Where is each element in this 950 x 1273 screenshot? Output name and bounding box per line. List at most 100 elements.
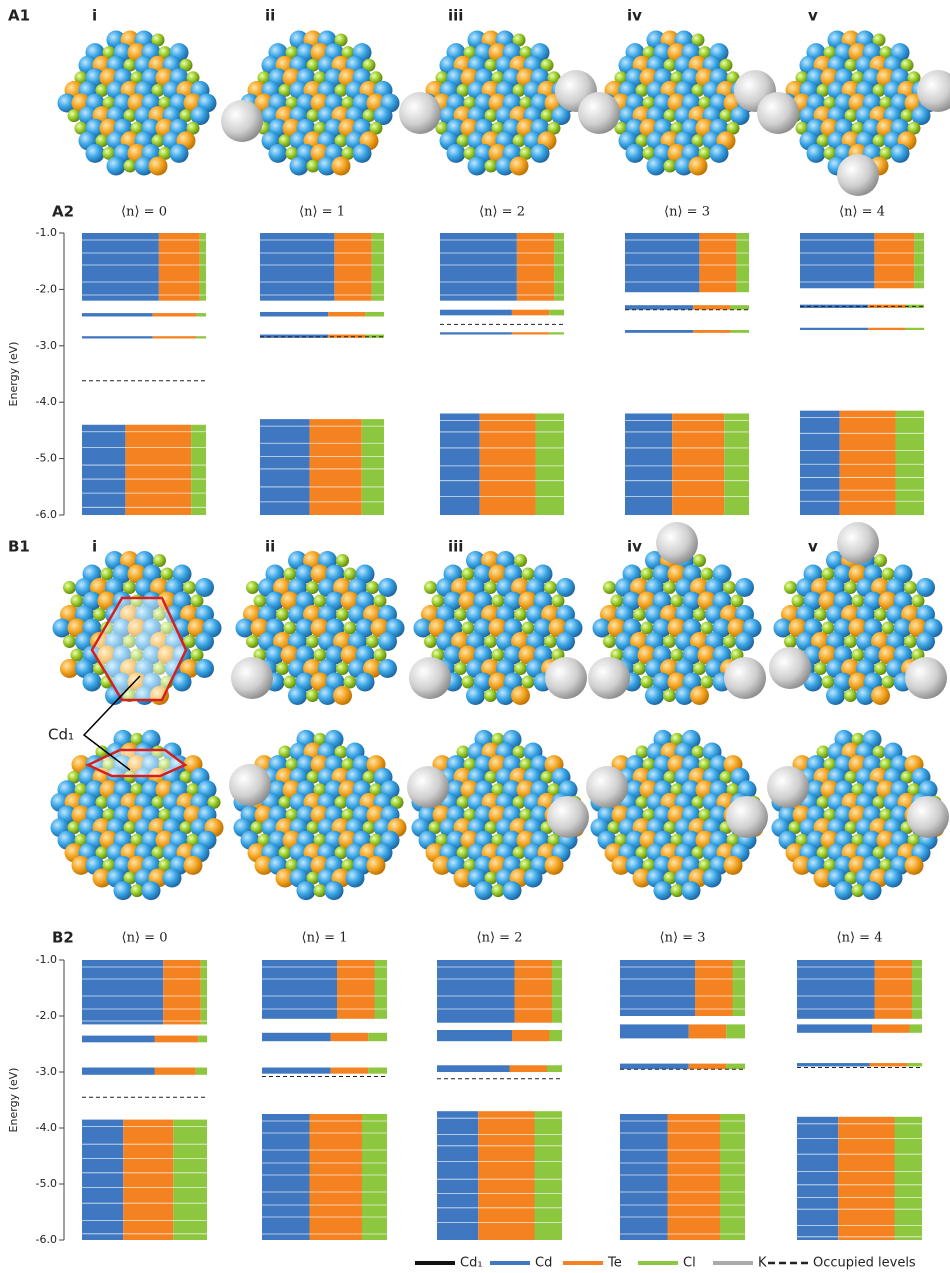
atom bbox=[186, 783, 200, 797]
atom bbox=[874, 554, 887, 567]
panel-title: ⟨n⟩ = 3 bbox=[660, 931, 706, 946]
y-tick-label: -3.0 bbox=[36, 339, 57, 352]
atom bbox=[435, 833, 449, 847]
nanocrystal bbox=[231, 551, 405, 705]
atom bbox=[195, 578, 214, 597]
atom bbox=[521, 567, 535, 581]
atom bbox=[726, 121, 740, 135]
atom bbox=[313, 648, 327, 662]
atom bbox=[105, 686, 124, 705]
atom bbox=[881, 621, 895, 635]
atom bbox=[313, 71, 327, 85]
atom bbox=[735, 578, 754, 597]
atom bbox=[153, 662, 166, 675]
atom bbox=[366, 855, 386, 875]
atom bbox=[93, 662, 106, 675]
atom bbox=[336, 554, 349, 567]
atom bbox=[461, 621, 475, 635]
atom bbox=[246, 581, 259, 594]
panel-title: ⟨n⟩ = 2 bbox=[477, 931, 523, 946]
composition-segment bbox=[869, 1063, 907, 1067]
atom bbox=[67, 821, 81, 835]
atom bbox=[816, 745, 830, 759]
atom bbox=[491, 648, 505, 662]
atom bbox=[158, 46, 172, 60]
atom bbox=[851, 833, 865, 847]
k-atom bbox=[724, 657, 766, 699]
panel-label: A1 bbox=[8, 7, 30, 25]
atom bbox=[821, 567, 835, 581]
k-atom bbox=[586, 766, 628, 808]
atom bbox=[881, 567, 895, 581]
atom bbox=[362, 770, 376, 784]
atom bbox=[813, 868, 833, 888]
atom bbox=[334, 33, 348, 47]
atom bbox=[343, 567, 357, 581]
atom bbox=[844, 58, 858, 72]
atom bbox=[851, 121, 865, 135]
atom bbox=[334, 745, 348, 759]
composition-segment bbox=[730, 305, 749, 310]
atom bbox=[726, 71, 740, 85]
structure-label: iv bbox=[627, 7, 642, 25]
composition-segment bbox=[874, 960, 912, 1019]
atom bbox=[158, 758, 172, 772]
nanocrystal bbox=[588, 522, 766, 705]
atom bbox=[879, 46, 893, 60]
atom bbox=[544, 635, 557, 648]
atom bbox=[881, 675, 895, 689]
atom bbox=[285, 858, 299, 872]
composition-segment bbox=[549, 332, 564, 335]
atom bbox=[700, 567, 714, 581]
atom bbox=[456, 134, 470, 148]
atom bbox=[625, 143, 645, 163]
atom bbox=[792, 855, 812, 875]
y-axis-label: Energy (eV) bbox=[7, 1068, 20, 1133]
atom bbox=[844, 109, 858, 123]
atom bbox=[153, 554, 166, 567]
composition-segment bbox=[693, 330, 731, 333]
composition-segment bbox=[625, 330, 694, 333]
atom bbox=[512, 33, 526, 47]
atom bbox=[633, 662, 646, 675]
atom bbox=[366, 581, 379, 594]
atom bbox=[67, 109, 81, 123]
composition-segment bbox=[260, 233, 335, 301]
composition-segment bbox=[154, 1067, 196, 1075]
composition-segment bbox=[330, 1067, 369, 1074]
atom bbox=[698, 858, 712, 872]
atom bbox=[278, 745, 292, 759]
structure-label: ii bbox=[265, 538, 275, 556]
atom bbox=[461, 675, 475, 689]
atom bbox=[162, 868, 182, 888]
panel-title: ⟨n⟩ = 0 bbox=[122, 931, 168, 946]
atom bbox=[92, 868, 112, 888]
atom bbox=[313, 732, 327, 746]
atom bbox=[795, 121, 809, 135]
atom bbox=[345, 868, 365, 888]
atom bbox=[514, 608, 527, 621]
composition-segment bbox=[196, 336, 206, 339]
composition-segment bbox=[260, 311, 329, 317]
atom bbox=[257, 833, 271, 847]
atom bbox=[52, 618, 72, 638]
atom bbox=[207, 795, 221, 809]
atom bbox=[663, 871, 677, 885]
composition-segment bbox=[620, 1063, 689, 1070]
composition-segment bbox=[726, 1024, 745, 1039]
atom bbox=[788, 821, 802, 835]
atom bbox=[635, 83, 649, 97]
atom bbox=[102, 46, 116, 60]
nanocrystal bbox=[769, 522, 947, 705]
atom bbox=[681, 881, 701, 901]
atom bbox=[856, 686, 875, 705]
composition-segment bbox=[868, 327, 906, 331]
highlight-hexagon bbox=[90, 596, 188, 702]
atom bbox=[276, 608, 289, 621]
atom bbox=[632, 868, 652, 888]
atom bbox=[663, 581, 676, 594]
atom bbox=[289, 156, 309, 176]
atom bbox=[663, 58, 677, 72]
atom bbox=[670, 71, 684, 85]
y-tick-label: -1.0 bbox=[36, 953, 57, 966]
